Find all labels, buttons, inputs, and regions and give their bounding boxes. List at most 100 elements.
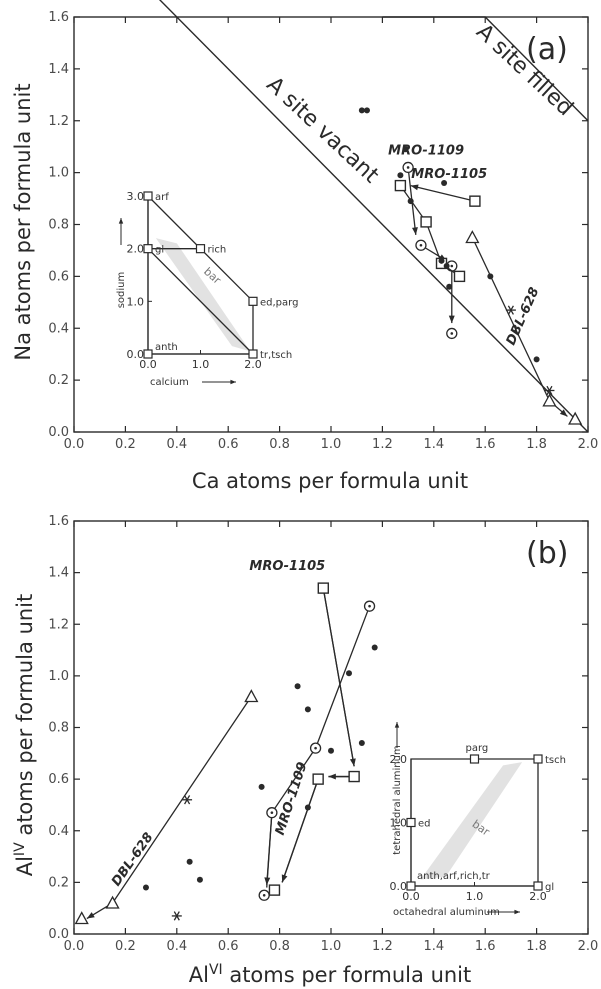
inset-endmember-marker xyxy=(197,245,205,253)
series-label: DBL-628 xyxy=(109,830,157,889)
inset-endmember-label: rich xyxy=(208,245,227,256)
y-tick-label: 0.4 xyxy=(48,824,69,839)
square-marker xyxy=(421,217,431,227)
y-tick-label: 0.2 xyxy=(48,373,69,388)
inset: 0.0 1.0 2.00.01.02.03.0 arfgl riched,pargant… xyxy=(116,190,298,388)
y-axis-label: AlIV atoms per formula unit xyxy=(12,594,37,877)
x-tick-label: 2.0 xyxy=(578,437,599,452)
dot-marker xyxy=(403,146,409,152)
inset-x-label-arrowhead xyxy=(230,380,236,384)
x-tick-label: 2.0 xyxy=(578,939,599,954)
series-arrow-head xyxy=(282,874,288,882)
series-arrow-head xyxy=(412,227,418,235)
square-marker xyxy=(470,196,480,206)
dot-marker xyxy=(346,670,352,676)
x-tick-label: 1.2 xyxy=(372,437,393,452)
circle-marker-center xyxy=(450,265,453,268)
inset-x-tick-label: 1.0 xyxy=(466,890,484,903)
dot-marker xyxy=(295,683,301,689)
inset-x-tick-label: 1.0 xyxy=(192,358,210,371)
series-arrow-head xyxy=(449,316,455,323)
dot-marker xyxy=(359,740,365,746)
x-tick-label: 1.0 xyxy=(321,437,342,452)
y-axis-label: Na atoms per formula unit xyxy=(11,83,35,360)
inset-bar-region xyxy=(421,762,523,879)
dot-marker xyxy=(259,784,265,790)
x-tick-label: 1.0 xyxy=(321,939,342,954)
y-tick-label: 0.6 xyxy=(48,269,69,284)
dot-marker xyxy=(305,706,311,712)
inset-endmember-label: anth xyxy=(155,342,178,353)
inset-endmember-marker xyxy=(534,755,542,763)
dot-marker xyxy=(444,263,450,269)
circle-marker-center xyxy=(368,605,371,608)
circle-marker-center xyxy=(450,332,453,335)
dot-marker xyxy=(197,877,203,883)
triangle-marker xyxy=(466,231,478,242)
series-mro-1105: MRO-1105 xyxy=(249,559,359,895)
inset-endmember-marker xyxy=(407,819,415,827)
series-unlabeled-dots xyxy=(143,644,378,890)
y-tick-label: 1.4 xyxy=(48,62,69,77)
x-tick-label: 1.6 xyxy=(475,437,496,452)
series-dbl-628: DBL-628 xyxy=(466,231,581,424)
dot-marker xyxy=(408,198,414,204)
inset-inner-line xyxy=(148,249,253,354)
y-tick-label: 1.4 xyxy=(48,566,69,581)
square-marker xyxy=(349,772,359,782)
inset-endmember-label: gl xyxy=(545,882,554,893)
inset-y-label-arrowhead xyxy=(119,218,123,224)
series-line xyxy=(472,237,549,400)
series-line xyxy=(113,697,252,904)
x-tick-label: 0.4 xyxy=(166,437,187,452)
square-marker xyxy=(455,271,465,281)
dot-marker xyxy=(359,107,365,113)
x-tick-label: 1.2 xyxy=(372,939,393,954)
series-arrow-line xyxy=(323,588,354,766)
dot-marker xyxy=(534,356,540,362)
y-tick-label: 0.8 xyxy=(48,721,69,736)
series-arrow-head xyxy=(87,912,95,918)
inset: 0.0 1.0 2.00.01.02.0pargtschedanth,arf,ric… xyxy=(390,722,566,918)
y-tick-label: 0.0 xyxy=(48,927,69,942)
series-mro-1109: MRO-1109 xyxy=(259,601,374,900)
triangle-marker xyxy=(107,897,119,908)
circle-marker-center xyxy=(271,811,274,814)
inset-endmember-label: parg xyxy=(466,743,489,754)
inset-x-label: calcium xyxy=(150,377,189,388)
dot-marker xyxy=(439,258,445,264)
triangle-marker xyxy=(245,691,257,702)
inset-bar-region xyxy=(156,238,251,351)
dot-marker xyxy=(305,805,311,811)
x-tick-label: 1.6 xyxy=(475,939,496,954)
dot-marker xyxy=(364,107,370,113)
x-tick-label: 1.4 xyxy=(423,437,444,452)
dot-marker xyxy=(487,273,493,279)
y-tick-label: 1.2 xyxy=(48,617,69,632)
dot-marker xyxy=(441,180,447,186)
inset-endmember-marker xyxy=(144,350,152,358)
x-tick-label: 1.8 xyxy=(526,437,547,452)
square-marker xyxy=(318,583,328,593)
panel-label: (b) xyxy=(526,536,568,571)
dot-marker xyxy=(372,644,378,650)
inset-y-tick-label: 3.0 xyxy=(127,190,145,203)
square-marker xyxy=(313,774,323,784)
inset-endmember-marker xyxy=(471,755,479,763)
series-label: MRO-1105 xyxy=(411,167,487,182)
inset-x-label-arrowhead xyxy=(514,910,520,914)
y-tick-label: 0.0 xyxy=(48,425,69,440)
series-label: MRO-1105 xyxy=(249,559,325,574)
y-tick-label: 0.2 xyxy=(48,875,69,890)
inset-y-tick-label: 0.0 xyxy=(390,880,408,893)
inset-endmember-label: ed,parg xyxy=(260,297,298,308)
circle-marker-center xyxy=(263,894,266,897)
inset-endmember-label: ed xyxy=(418,819,431,830)
series-arrow-line xyxy=(267,813,272,885)
x-tick-label: 0.2 xyxy=(115,939,136,954)
panel-a: 0.0 0.2 0.4 0.6 0.8 1.0 1.2 1.4 1.6 1.8 2.00.00.20… xyxy=(11,0,598,493)
series-dbl-628: DBL-628 xyxy=(76,691,258,924)
inset-endmember-marker xyxy=(249,297,257,305)
dot-marker xyxy=(187,859,193,865)
y-tick-label: 0.8 xyxy=(48,218,69,233)
